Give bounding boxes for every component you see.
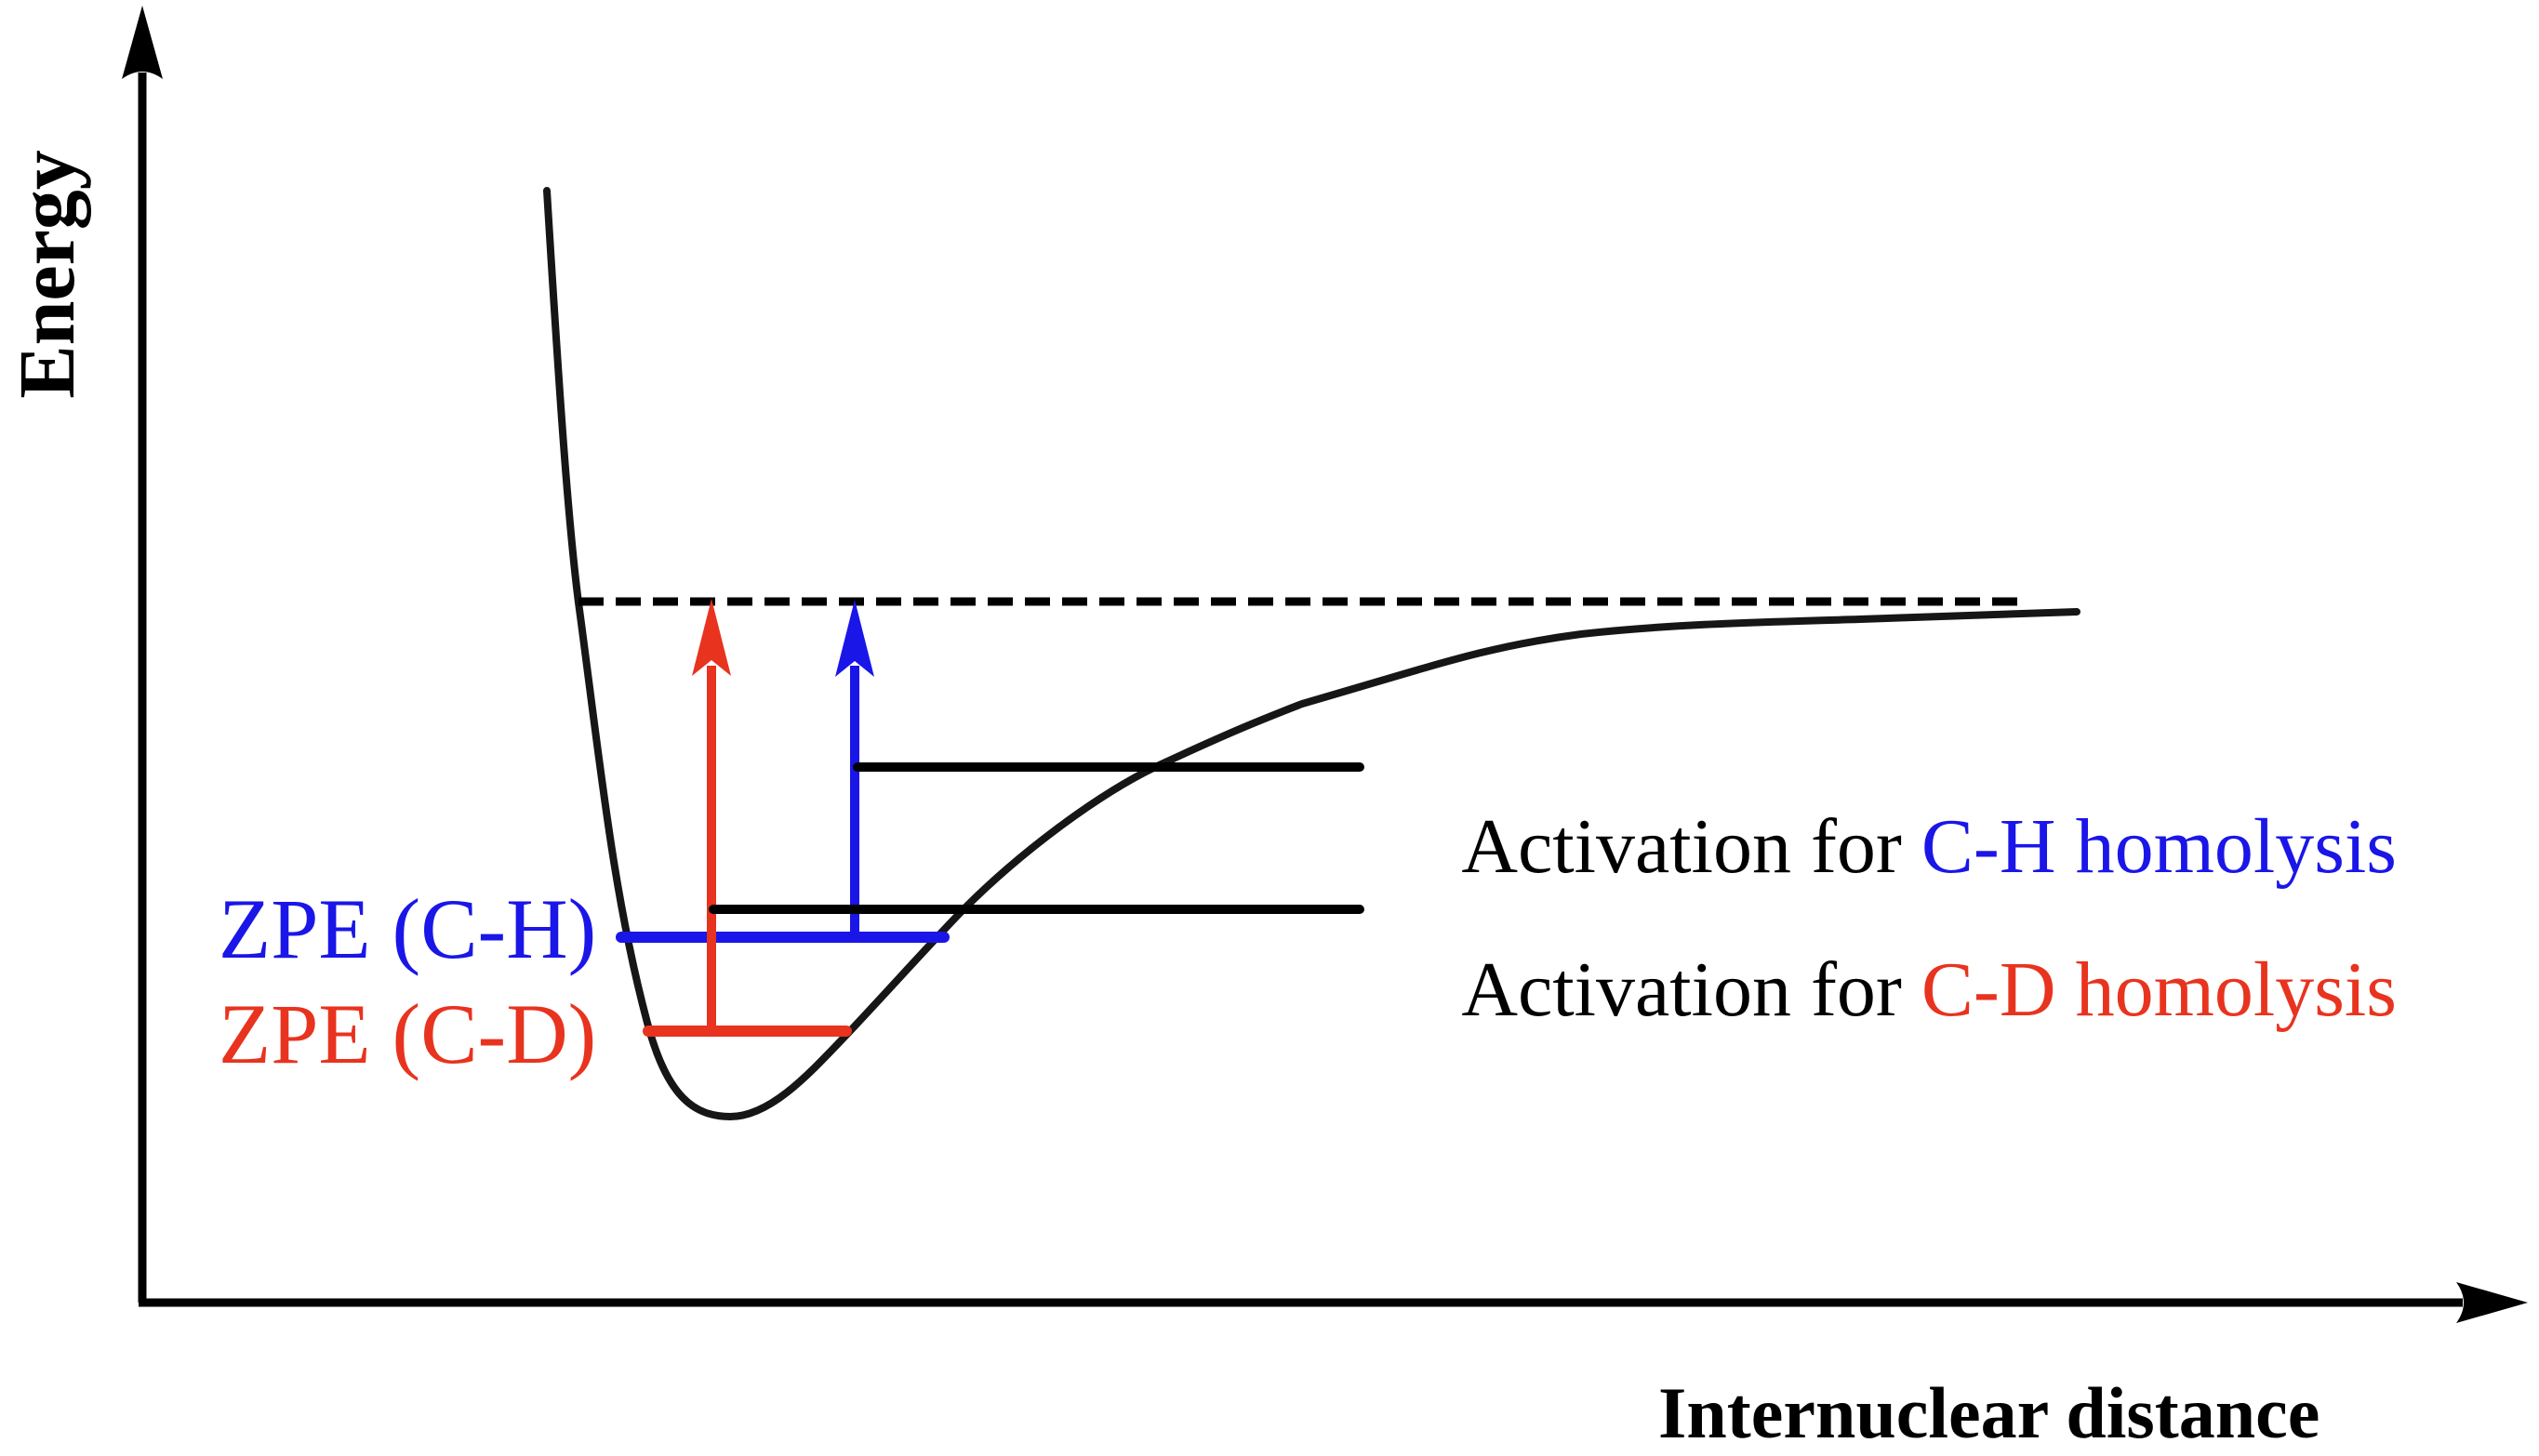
cd-activation-label-target: C-D homolysis bbox=[1921, 946, 2397, 1033]
cd-activation-label-prefix: Activation for bbox=[1461, 946, 1921, 1033]
cd-activation-arrowhead-icon bbox=[692, 599, 731, 676]
ch-activation-label-prefix: Activation for bbox=[1461, 803, 1921, 890]
x-axis-label: Internuclear distance bbox=[1658, 1372, 2320, 1453]
zpe-cd-label: ZPE (C-D) bbox=[219, 986, 597, 1081]
ch-activation-label-target: C-H homolysis bbox=[1921, 803, 2397, 890]
y-axis-label: Energy bbox=[2, 150, 91, 399]
zpe-ch-label: ZPE (C-H) bbox=[219, 881, 597, 976]
cd-activation-label: Activation for C-D homolysis bbox=[1388, 873, 2397, 1107]
ch-activation-arrowhead-icon bbox=[835, 600, 874, 677]
y-axis-arrowhead-icon bbox=[122, 6, 163, 79]
x-axis-arrowhead-icon bbox=[2456, 1282, 2528, 1323]
ch-activation-label: Activation for C-H homolysis bbox=[1388, 730, 2397, 964]
